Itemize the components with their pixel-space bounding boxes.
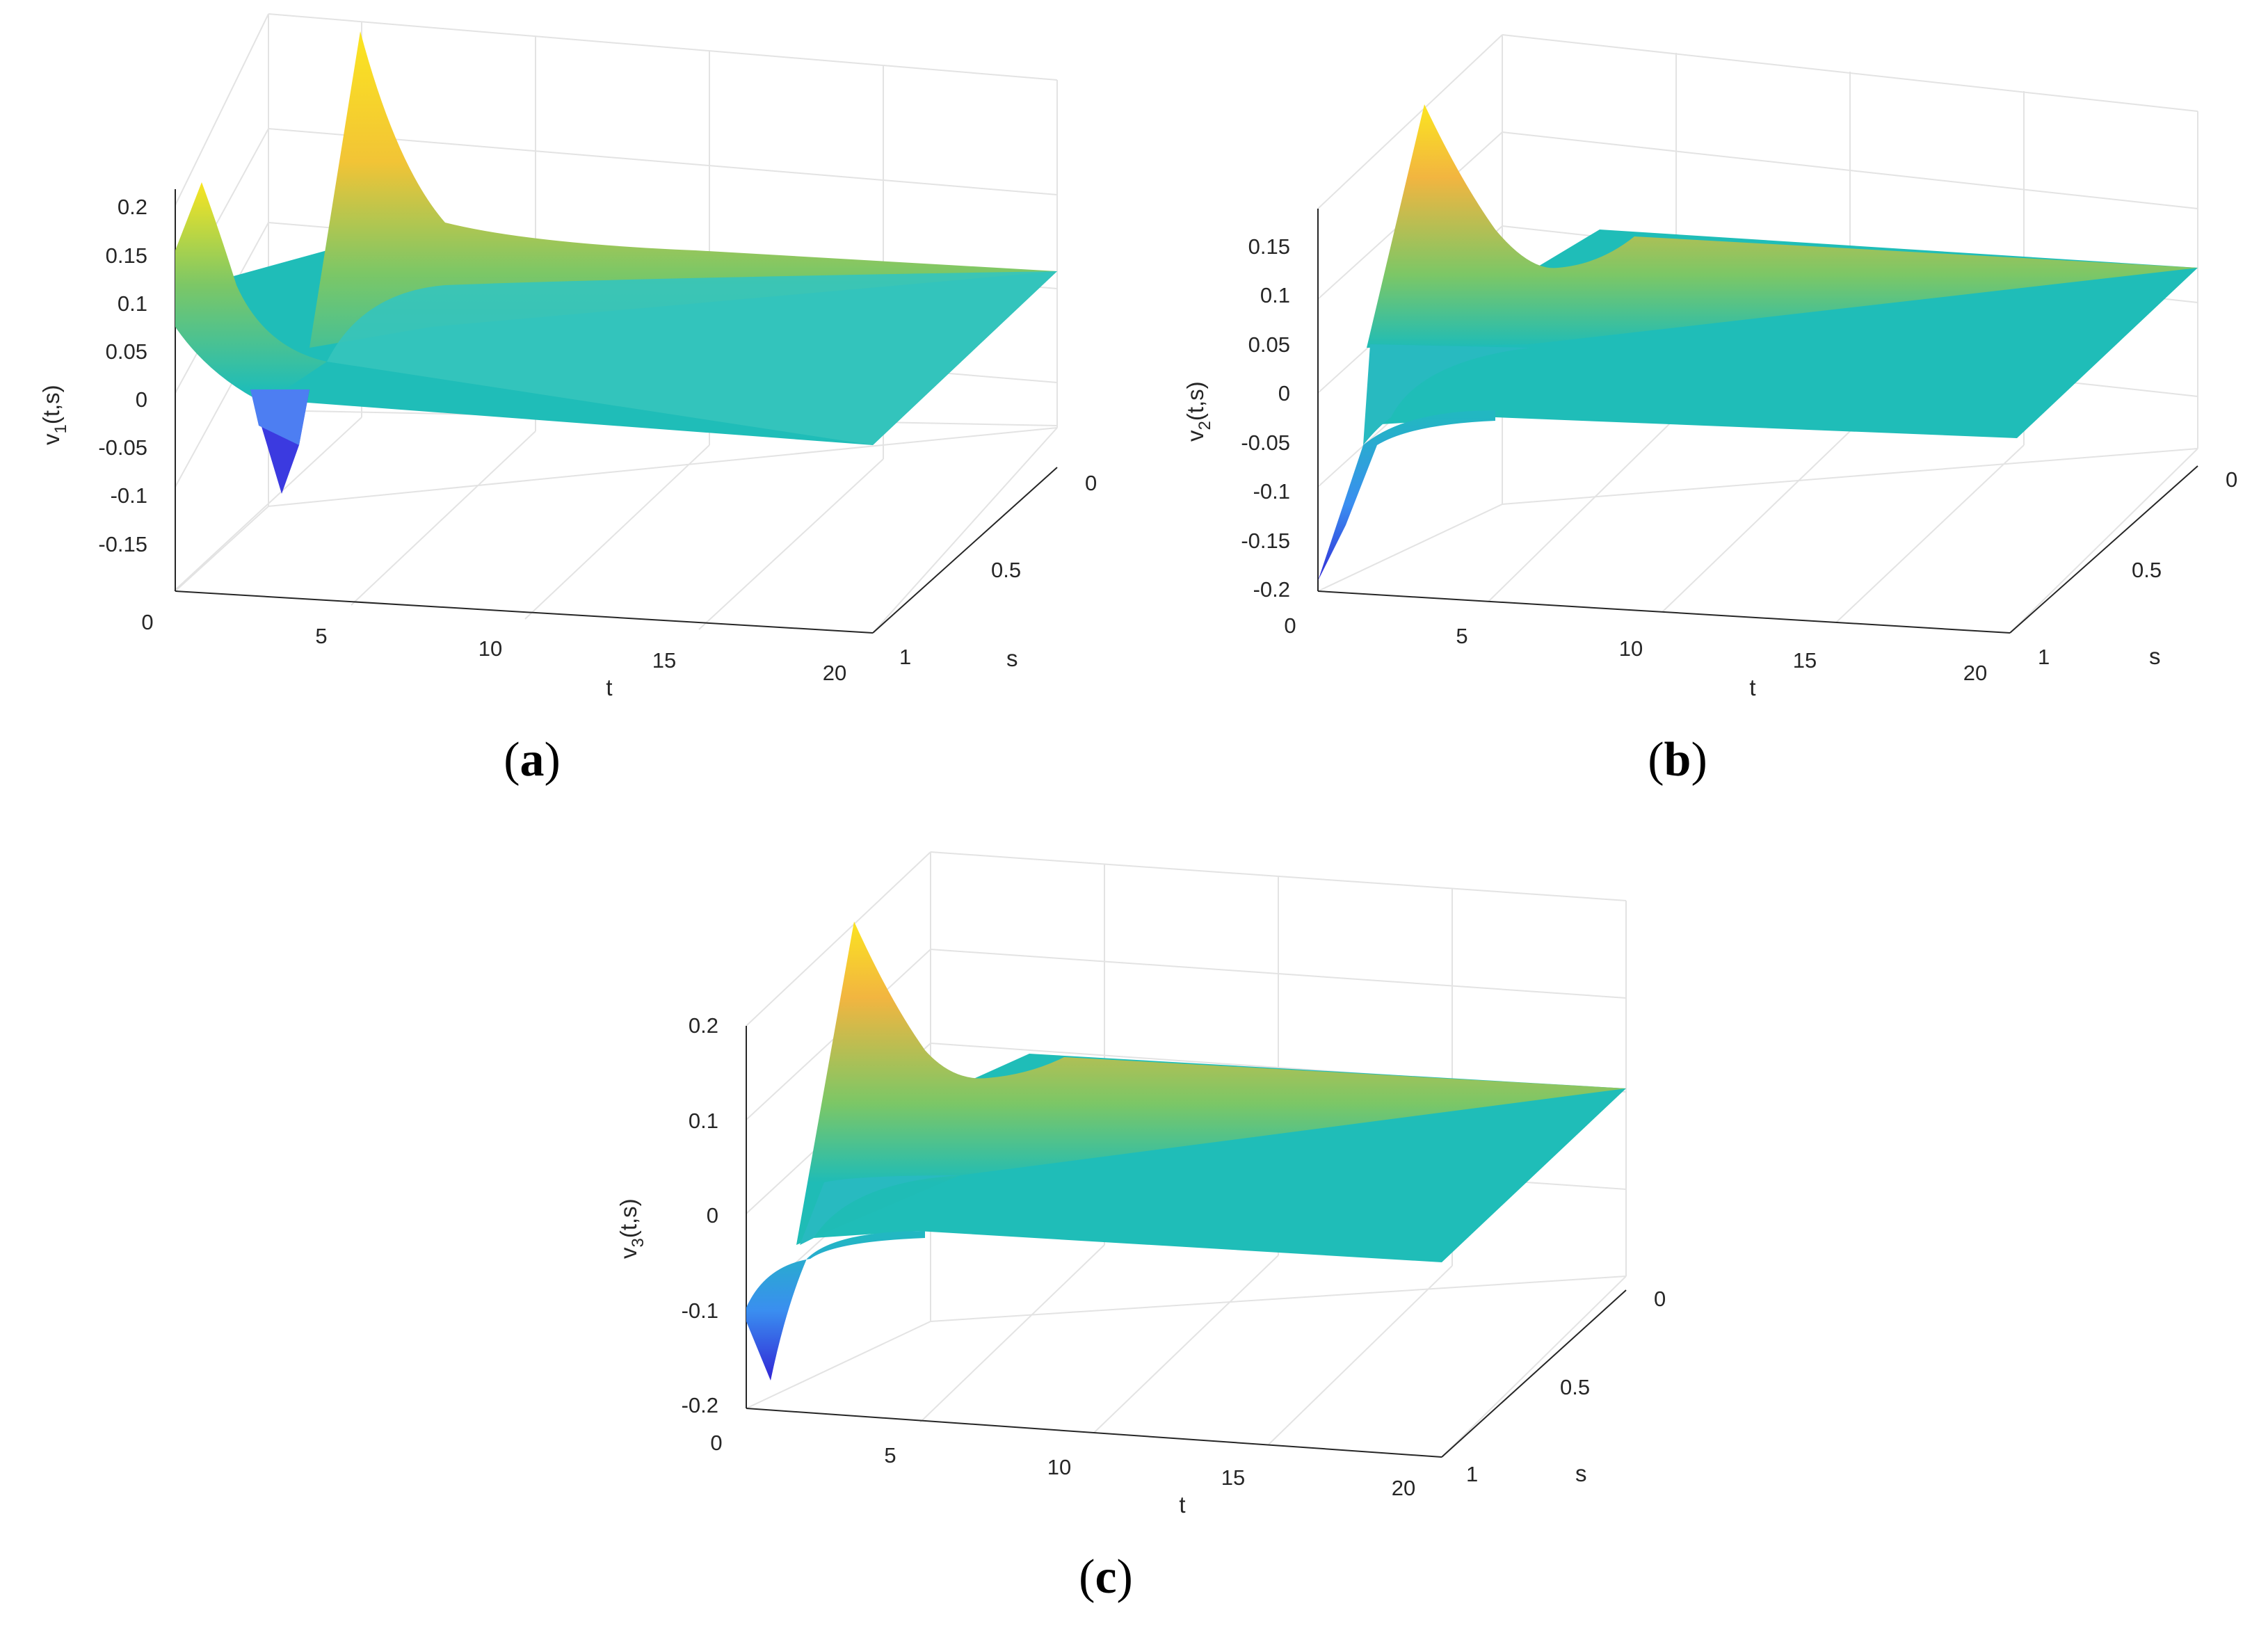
panel-c: 0.2 0.1 0 -0.1 -0.2 0 5 10 15 20 0 0.5 1… xyxy=(616,851,1666,1604)
x-tick-label: 15 xyxy=(1793,648,1817,673)
x-axis-label: t xyxy=(1179,1492,1185,1518)
panel-a: 0.2 0.15 0.1 0.05 0 -0.05 -0.1 -0.15 0 5… xyxy=(38,13,1097,787)
z-tick-label: 0 xyxy=(1278,381,1290,405)
y-axis-label: s xyxy=(2149,643,2161,669)
z-tick-label: -0.05 xyxy=(98,435,147,460)
panel-b: 0.15 0.1 0.05 0 -0.05 -0.1 -0.15 -0.2 0 … xyxy=(1182,34,2237,787)
y-ticks-b: 0 0.5 1 xyxy=(2038,467,2237,669)
z-tick-label: -0.15 xyxy=(1241,529,1290,553)
axes xyxy=(1317,209,2198,634)
x-tick-label: 20 xyxy=(1963,661,1987,685)
back-peak-a xyxy=(309,31,1057,348)
z-tick-label: 0.05 xyxy=(106,339,147,364)
front-ridge-b xyxy=(1363,344,1530,445)
caption-b: (b) xyxy=(1648,733,1707,787)
y-ticks-c: 0 0.5 1 xyxy=(1466,1287,1666,1486)
z-tick-label: 0.1 xyxy=(118,291,147,316)
x-tick-label: 15 xyxy=(1221,1465,1245,1490)
y-tick-label: 1 xyxy=(899,645,911,669)
x-tick-label: 10 xyxy=(1047,1455,1071,1479)
z-axis-label: v1(t,s) xyxy=(38,385,70,445)
y-tick-label: 0 xyxy=(1085,471,1097,495)
z-tick-label: 0 xyxy=(136,387,147,412)
surface-b xyxy=(1318,104,2198,581)
z-tick-label: 0.15 xyxy=(1248,234,1290,259)
y-tick-label: 0 xyxy=(1654,1287,1666,1311)
negative-edge-c xyxy=(746,1231,925,1381)
trough-a-light xyxy=(250,389,309,445)
z-ticks-a: 0.2 0.15 0.1 0.05 0 -0.05 -0.1 -0.15 xyxy=(98,195,147,556)
z-tick-label: 0.1 xyxy=(1260,283,1290,307)
x-tick-label: 20 xyxy=(823,661,846,685)
x-tick-label: 0 xyxy=(1284,613,1296,638)
x-tick-label: 0 xyxy=(710,1431,722,1455)
y-axis-label: s xyxy=(1575,1461,1587,1486)
x-ticks-b: 0 5 10 15 20 xyxy=(1284,613,1987,685)
negative-edge-b xyxy=(1318,410,1495,581)
x-tick-label: 0 xyxy=(141,610,153,634)
y-tick-label: 1 xyxy=(2038,645,2050,669)
z-tick-label: -0.2 xyxy=(682,1393,718,1417)
x-tick-label: 15 xyxy=(652,648,676,673)
x-tick-label: 10 xyxy=(478,636,502,661)
x-tick-label: 20 xyxy=(1392,1476,1415,1500)
x-tick-label: 5 xyxy=(315,624,327,648)
x-tick-label: 5 xyxy=(1456,624,1467,648)
caption-c: (c) xyxy=(1079,1550,1133,1604)
z-tick-label: -0.2 xyxy=(1253,577,1290,602)
y-tick-label: 0 xyxy=(2226,467,2237,492)
y-tick-label: 0.5 xyxy=(1560,1375,1590,1399)
x-ticks-c: 0 5 10 15 20 xyxy=(710,1431,1415,1500)
y-tick-label: 1 xyxy=(1466,1462,1478,1486)
y-ticks-a: 0 0.5 1 xyxy=(899,471,1097,669)
z-tick-label: -0.05 xyxy=(1241,431,1290,455)
axes xyxy=(746,1026,1627,1458)
mid-ridge-a xyxy=(327,271,1057,445)
z-tick-label: 0.15 xyxy=(106,243,147,268)
surface-a xyxy=(175,31,1057,494)
caption-a: (a) xyxy=(504,733,561,787)
y-tick-label: 0.5 xyxy=(2132,558,2162,582)
z-tick-label: 0.05 xyxy=(1248,332,1290,357)
y-axis-label: s xyxy=(1006,645,1018,671)
x-tick-label: 5 xyxy=(884,1443,896,1467)
front-ridge-c xyxy=(800,1175,960,1245)
peak-b xyxy=(1367,104,2198,348)
y-tick-label: 0.5 xyxy=(991,558,1021,582)
z-tick-label: -0.1 xyxy=(682,1298,718,1323)
x-tick-label: 10 xyxy=(1619,636,1643,661)
x-ticks-a: 0 5 10 15 20 xyxy=(141,610,846,685)
front-peak-a xyxy=(175,182,327,403)
z-tick-label: 0 xyxy=(707,1203,718,1228)
z-ticks-b: 0.15 0.1 0.05 0 -0.05 -0.1 -0.15 -0.2 xyxy=(1241,234,1290,602)
x-axis-label: t xyxy=(1749,675,1755,700)
x-axis-label: t xyxy=(606,675,612,700)
peak-c xyxy=(796,922,1626,1245)
z-tick-label: 0.2 xyxy=(118,195,147,219)
z-tick-label: 0.1 xyxy=(689,1109,718,1133)
z-tick-label: 0.2 xyxy=(689,1013,718,1038)
z-tick-label: -0.1 xyxy=(1253,479,1290,504)
z-axis-label: v2(t,s) xyxy=(1182,381,1214,442)
surface-c xyxy=(746,922,1626,1381)
z-ticks-c: 0.2 0.1 0 -0.1 -0.2 xyxy=(682,1013,718,1417)
z-axis-label: v3(t,s) xyxy=(616,1198,648,1259)
z-tick-label: -0.1 xyxy=(111,483,147,508)
z-tick-label: -0.15 xyxy=(98,532,147,556)
